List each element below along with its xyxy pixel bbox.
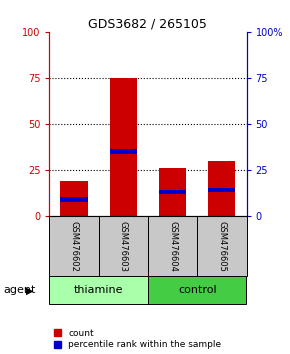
Bar [208,161,235,216]
Bar [49,276,148,304]
Bar [49,216,99,276]
Bar [110,149,137,154]
Bar [197,216,246,276]
Bar [99,216,148,276]
Text: GSM476602: GSM476602 [69,221,79,272]
Text: GSM476605: GSM476605 [217,221,226,272]
Text: control: control [178,285,217,295]
Text: agent: agent [3,285,35,295]
Bar [148,276,246,304]
Bar [159,190,186,194]
Bar [208,188,235,193]
Bar [60,197,88,202]
Bar [159,168,186,216]
Title: GDS3682 / 265105: GDS3682 / 265105 [88,18,207,31]
Text: GSM476603: GSM476603 [119,221,128,272]
Bar [148,216,197,276]
Text: thiamine: thiamine [74,285,123,295]
Legend: count, percentile rank within the sample: count, percentile rank within the sample [54,329,221,349]
Text: GSM476604: GSM476604 [168,221,177,272]
Text: ▶: ▶ [26,285,34,295]
Bar [60,181,88,216]
Bar [110,78,137,216]
